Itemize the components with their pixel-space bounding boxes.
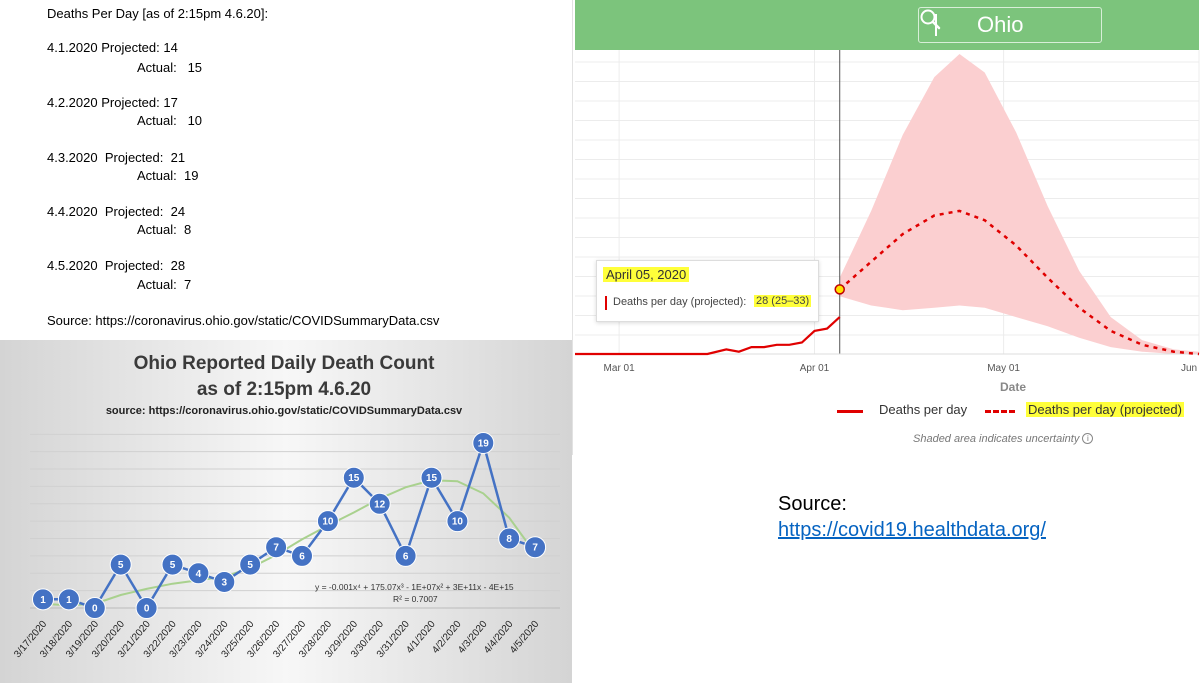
chart-subtitle: source: https://coronavirus.ohio.gov/sta… <box>106 405 463 417</box>
data-point <box>32 588 54 611</box>
data-label: 5 <box>170 560 176 571</box>
x-tick-label: May 01 <box>987 363 1020 374</box>
ohio-deaths-svg: Ohio Reported Daily Death Count as of 2:… <box>12 353 560 660</box>
chart-title-line2: as of 2:15pm 4.6.20 <box>197 379 371 400</box>
data-label: 7 <box>532 543 538 554</box>
info-icon[interactable]: i <box>1082 433 1094 444</box>
data-point <box>342 466 365 489</box>
notes-header: Deaths Per Day [as of 2:15pm 4.6.20]: <box>47 6 269 21</box>
entry-actual: Actual: 15 <box>137 60 203 75</box>
entry-actual: Actual: 10 <box>137 113 203 128</box>
legend-swatch-projected <box>985 410 1015 413</box>
data-label: 5 <box>247 560 253 571</box>
data-label: 6 <box>299 551 305 562</box>
data-point <box>239 553 262 576</box>
notes-source: Source: https://coronavirus.ohio.gov/sta… <box>47 313 440 328</box>
x-tick-label: Mar 01 <box>604 363 636 374</box>
trendline <box>42 479 536 607</box>
entry-projected: 4.4.2020 Projected: 24 <box>47 204 186 219</box>
entry-actual: Actual: 8 <box>137 222 192 237</box>
ohio-daily-deaths-chart: Ohio Reported Daily Death Count as of 2:… <box>0 340 572 683</box>
tooltip-date: April 05, 2020 <box>603 267 690 282</box>
uncertainty-note-text: Shaded area indicates uncertainty <box>913 433 1080 445</box>
data-label: 8 <box>506 534 512 545</box>
source-citation: Source: https://covid19.healthdata.org/ <box>572 455 1200 683</box>
data-label: 0 <box>92 604 98 615</box>
data-label: 10 <box>322 517 334 528</box>
data-label: 15 <box>426 473 438 484</box>
x-tick-labels: 3/17/20203/18/20203/19/20203/20/20203/21… <box>12 619 541 660</box>
data-point <box>472 432 495 454</box>
ihme-projection-panel: Ohio Mar 01 Apr 01 May 01 Jun Date April 05… <box>572 0 1200 455</box>
x-tick-label: Jun <box>1181 363 1197 374</box>
data-point <box>446 510 469 533</box>
data-point <box>498 527 521 550</box>
data-point <box>161 553 184 576</box>
chart-legend: Deaths per day Deaths per day (projected… <box>837 402 1197 422</box>
uncertainty-band <box>839 54 1199 354</box>
data-point <box>57 588 80 611</box>
legend-label-actual[interactable]: Deaths per day <box>879 402 968 417</box>
data-point <box>394 544 417 567</box>
location-search[interactable]: Ohio <box>918 7 1102 43</box>
trend-r2: R² = 0.7007 <box>393 594 438 604</box>
data-label: 3 <box>222 577 228 588</box>
chart-title: Ohio Reported Daily Death Count <box>134 353 436 374</box>
deaths-projected-line <box>838 209 1200 356</box>
trend-equation: y = -0.001x⁴ + 175.07x³ - 1E+07x² + 3E+1… <box>315 582 514 592</box>
x-tick-label: Apr 01 <box>800 363 830 374</box>
data-label: 4 <box>196 569 202 580</box>
data-point <box>187 562 210 585</box>
entry-projected: 4.5.2020 Projected: 28 <box>47 258 186 273</box>
data-label: 12 <box>374 499 386 510</box>
entry-projected: 4.2.2020 Projected: 17 <box>47 95 178 110</box>
x-axis-title: Date <box>1000 380 1026 394</box>
data-label: 1 <box>66 595 72 606</box>
data-point <box>109 553 132 576</box>
hover-point[interactable] <box>834 284 845 295</box>
entry-projected: 4.3.2020 Projected: 21 <box>47 150 186 165</box>
tooltip-label: Deaths per day (projected): <box>613 296 747 308</box>
data-label: 19 <box>478 439 490 450</box>
deaths-actual-line <box>575 316 841 356</box>
entry-actual: Actual: 7 <box>137 277 192 292</box>
x-tick-labels: Mar 01 Apr 01 May 01 Jun <box>604 363 1198 374</box>
tooltip-value: 28 (25–33) <box>754 295 812 307</box>
data-point <box>83 597 106 619</box>
deaths-projection-svg: Mar 01 Apr 01 May 01 Jun Date <box>575 50 1200 394</box>
data-point <box>135 597 158 619</box>
projection-notes: Deaths Per Day [as of 2:15pm 4.6.20]: 4.… <box>0 0 572 340</box>
header-bar: Ohio <box>575 0 1199 50</box>
data-label: 7 <box>273 543 279 554</box>
data-point <box>524 536 547 559</box>
tooltip-series-marker <box>605 296 607 310</box>
data-label: 5 <box>118 560 124 571</box>
data-point <box>265 536 288 559</box>
search-value: Ohio <box>977 12 1024 37</box>
search-icon[interactable] <box>919 8 941 30</box>
entry-actual: Actual: 19 <box>137 168 199 183</box>
data-point <box>291 544 313 567</box>
data-label: 15 <box>348 473 360 484</box>
legend-label-projected[interactable]: Deaths per day (projected) <box>1026 402 1184 417</box>
data-point <box>213 570 236 593</box>
source-link[interactable]: https://covid19.healthdata.org/ <box>778 519 1046 541</box>
hover-tooltip: April 05, 2020 Deaths per day (projected… <box>596 260 819 322</box>
data-label: 1 <box>40 595 46 606</box>
data-point <box>368 492 391 515</box>
entry-projected: 4.1.2020 Projected: 14 <box>47 40 178 55</box>
data-point <box>316 510 339 533</box>
legend-swatch-actual <box>837 410 863 413</box>
data-label: 0 <box>144 604 150 615</box>
source-label: Source: <box>778 493 847 515</box>
data-point <box>420 466 443 489</box>
data-label: 10 <box>452 517 464 528</box>
uncertainty-note: Shaded area indicates uncertainty i <box>913 433 1094 445</box>
data-label: 6 <box>403 551 409 562</box>
